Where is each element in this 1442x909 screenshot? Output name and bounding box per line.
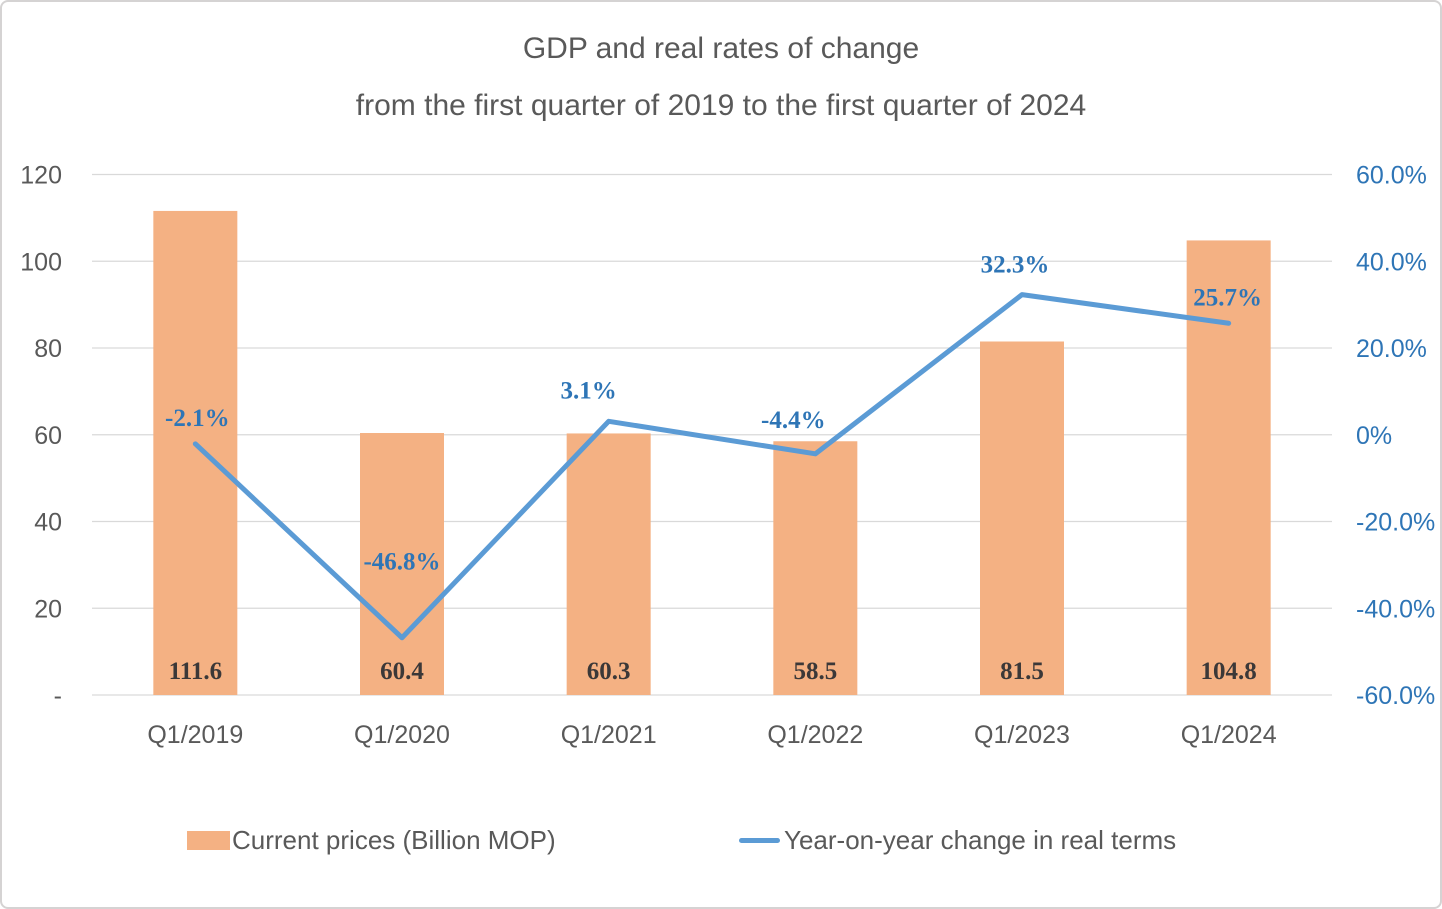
right-axis-tick-label: -20.0% (1356, 509, 1435, 537)
line-value-label: -2.1% (165, 405, 230, 432)
left-axis-tick-label: 40 (34, 509, 62, 537)
line-series-swatch-icon (739, 837, 780, 843)
chart-title: GDP and real rates of change (522, 32, 920, 65)
x-axis-label: Q1/2019 (147, 721, 243, 749)
legend-item-line: Year-on-year change in real terms (739, 822, 1176, 858)
right-axis-tick-label: 20.0% (1356, 335, 1427, 363)
line-value-label: -46.8% (363, 549, 440, 576)
right-axis-tick-label: 40.0% (1356, 248, 1427, 276)
right-axis-tick-label: 60.0% (1356, 162, 1427, 190)
left-axis-tick-label: 80 (34, 335, 62, 363)
bar (360, 433, 444, 695)
line-value-label: 32.3% (981, 252, 1050, 279)
left-axis-tick-label: 20 (34, 595, 62, 623)
chart-subtitle: from the first quarter of 2019 to the fi… (355, 89, 1087, 122)
legend-item-bars: Current prices (Billion MOP) (187, 822, 556, 858)
bar-value-label: 81.5 (1000, 658, 1044, 685)
right-axis-tick-label: -60.0% (1356, 682, 1435, 710)
right-axis-tick-label: -40.0% (1356, 595, 1435, 623)
line-value-label: 3.1% (561, 377, 617, 404)
bar (566, 433, 651, 695)
legend-bars-label: Current prices (Billion MOP) (232, 824, 556, 855)
chart-legend: Current prices (Billion MOP) Year-on-yea… (2, 822, 1440, 858)
x-axis-label: Q1/2024 (1181, 721, 1277, 749)
x-axis-label: Q1/2020 (354, 721, 450, 749)
legend-line-label: Year-on-year change in real terms (784, 824, 1177, 855)
bar-value-label: 58.5 (793, 658, 837, 685)
x-axis-label: Q1/2022 (767, 721, 863, 749)
bar-value-label: 60.4 (380, 658, 424, 685)
bar (773, 441, 858, 695)
left-axis-tick-label: 120 (20, 162, 62, 190)
bar (980, 341, 1064, 695)
bar (1186, 240, 1271, 695)
bar-series-swatch-icon (187, 830, 230, 850)
line-value-label: -4.4% (761, 407, 826, 434)
trend-line (192, 292, 1232, 641)
right-axis-tick-label: 0% (1356, 422, 1392, 450)
left-axis-tick-label: 60 (34, 422, 62, 450)
bar-value-label: 60.3 (587, 658, 631, 685)
x-axis-label: Q1/2021 (561, 721, 657, 749)
x-axis-label: Q1/2023 (974, 721, 1070, 749)
title-block: GDP and real rates of change from the fi… (2, 30, 1440, 125)
bar-value-label: 111.6 (169, 658, 223, 685)
line-value-label: 25.7% (1193, 284, 1262, 311)
bar (153, 210, 238, 695)
left-axis-tick-label: - (54, 682, 62, 710)
left-axis-tick-label: 100 (20, 248, 62, 276)
bar-value-label: 104.8 (1201, 658, 1257, 685)
